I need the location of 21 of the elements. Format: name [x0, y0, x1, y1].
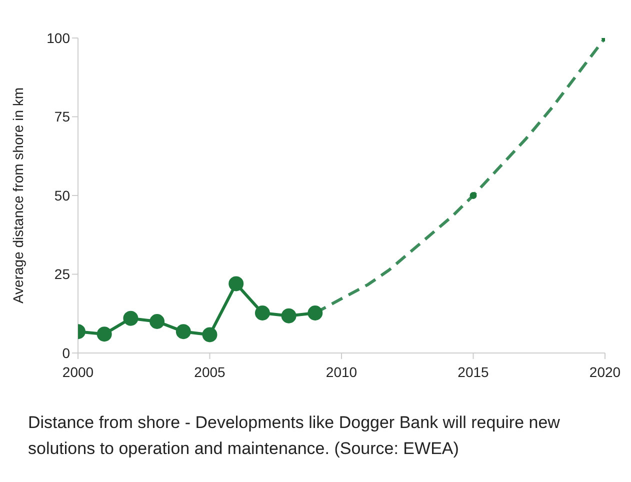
text: Distance from shore - Developments like Dogger Bank will require new solutions to operation and maintenance. (Source: EWEA) — [28, 412, 561, 460]
y-tick-label: 50 — [54, 187, 70, 204]
point — [176, 324, 191, 340]
point — [254, 305, 270, 320]
y-tick-label: 75 — [54, 108, 70, 125]
x-tick-label: 2020 — [589, 364, 621, 380]
y-tick-label: 25 — [54, 266, 70, 282]
point — [202, 327, 218, 342]
x-tick-label: 2005 — [194, 364, 226, 380]
point — [150, 314, 165, 329]
x-tick-label: 2015 — [458, 364, 490, 380]
x-tick-label: 2010 — [326, 364, 358, 380]
point — [123, 310, 138, 326]
point — [281, 308, 296, 324]
point — [96, 326, 112, 342]
point — [228, 276, 244, 292]
y-tick-label: 100 — [46, 30, 70, 46]
y-tick-label: 0 — [62, 344, 70, 361]
y-axis-title: Average distance from shore in km — [10, 87, 26, 304]
x-tick-label: 2000 — [62, 364, 94, 380]
point — [308, 305, 323, 320]
